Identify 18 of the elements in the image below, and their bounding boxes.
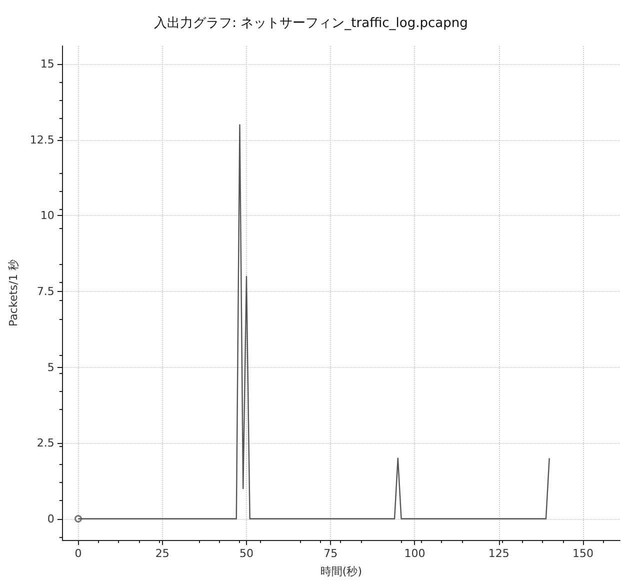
y-tick-label: 15 <box>40 58 54 71</box>
y-axis-title: Packets/1 秒 <box>7 260 20 326</box>
x-tick-label: 25 <box>155 547 170 560</box>
line-series <box>78 124 550 520</box>
x-tick-label: 75 <box>324 547 338 560</box>
x-tick-label: 100 <box>404 547 426 560</box>
chart-title: 入出力グラフ: ネットサーフィン_traffic_log.pcapng <box>154 16 468 31</box>
x-tick-label: 150 <box>572 547 594 560</box>
y-tick-label: 0 <box>47 512 54 526</box>
y-tick-label: 10 <box>40 209 54 222</box>
x-tick-label: 0 <box>74 547 82 560</box>
y-tick-label: 12.5 <box>30 133 54 146</box>
x-axis-title: 時間(秒) <box>320 565 362 578</box>
y-tick-label: 5 <box>47 360 54 374</box>
y-tick-label: 2.5 <box>36 436 54 450</box>
x-tick-label: 125 <box>488 547 510 560</box>
y-tick-label: 7.5 <box>36 284 54 298</box>
x-tick-label: 50 <box>239 547 254 560</box>
